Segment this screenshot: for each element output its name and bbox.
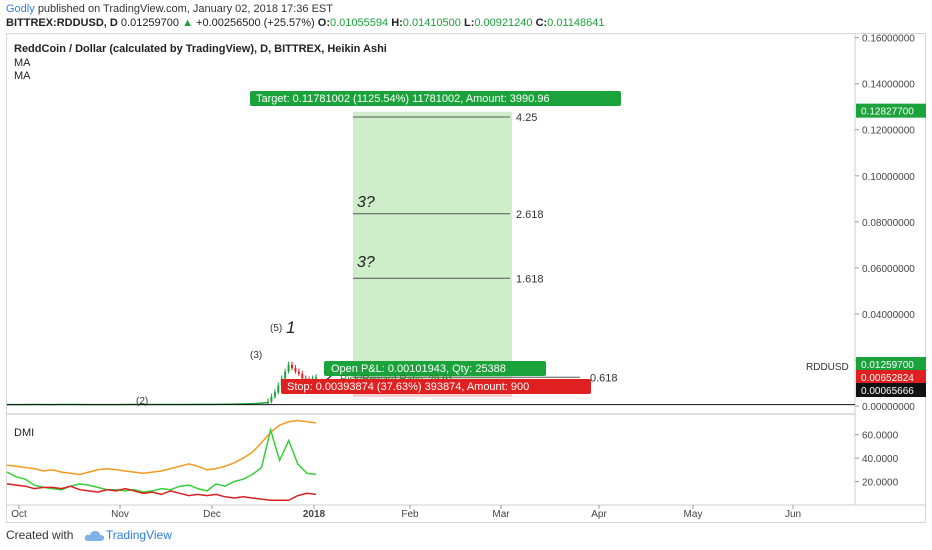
price-label: 0.00065666 [861, 386, 914, 397]
price-tick-label: 0.06000000 [862, 264, 915, 275]
open-pnl-box [324, 361, 546, 376]
chart-frame [6, 33, 926, 523]
price-tick-label: 0.08000000 [862, 218, 915, 229]
open-value: 0.01055594 [330, 17, 389, 29]
high-label: H: [391, 17, 403, 29]
published-text: published on TradingView.com, January 02… [37, 3, 333, 15]
dmi-minus-di-line [6, 483, 317, 502]
change-arrow-icon: ▲ [182, 17, 193, 29]
candle-body [277, 385, 280, 393]
profit-zone [353, 111, 512, 385]
symbol-name: BITTREX:RDDUSD, D [6, 17, 118, 29]
chart-title: ReddCoin / Dollar (calculated by Trading… [14, 43, 387, 55]
symbol-line: BITTREX:RDDUSD, D 0.01259700 ▲ +0.002565… [6, 17, 604, 29]
dmi-tick-label: 60.0000 [862, 431, 899, 442]
candle-body [270, 396, 273, 402]
wave-label: 2 [322, 370, 332, 387]
time-tick-label: Apr [591, 509, 607, 520]
candle-body [291, 364, 293, 369]
dmi-plus-di-line [6, 427, 317, 493]
time-tick-label: 2018 [303, 509, 326, 520]
wave-label: 3? [357, 254, 375, 271]
tradingview-cloud-icon [84, 531, 105, 541]
candle-body [294, 368, 297, 372]
time-tick-label: May [684, 509, 703, 520]
close-value: 0.01148641 [547, 17, 605, 29]
time-tick-label: Mar [492, 509, 510, 520]
indicator-label: MA [14, 70, 31, 82]
dmi-adx-line [6, 419, 317, 476]
publish-info: Godly published on TradingView.com, Janu… [6, 3, 333, 15]
time-tick-label: Feb [401, 509, 419, 520]
fib-level-label: 2.618 [516, 209, 544, 221]
indicator-label: MA [14, 57, 31, 69]
price-label-box [856, 357, 926, 371]
dmi-title: DMI [14, 427, 34, 439]
fib-level-label: 1.618 [516, 273, 544, 285]
tradingview-brand[interactable]: TradingView [105, 528, 172, 542]
close-label: C: [535, 17, 548, 29]
price-tick-label: 0.14000000 [862, 80, 915, 91]
price-label-box [856, 370, 926, 384]
stop-label-box [281, 379, 591, 394]
created-with-text: Created with [6, 528, 74, 542]
footer: Created with TradingView [6, 528, 172, 542]
open-label: O: [317, 17, 330, 29]
price-tick-label: 0.12000000 [862, 126, 915, 137]
candle-body [273, 392, 276, 397]
stop-label: Stop: 0.00393874 (37.63%) 393874, Amount… [287, 381, 529, 393]
price-tick-label: 0.10000000 [862, 172, 915, 183]
price-label: 0.01259700 [861, 360, 914, 371]
wave-label: 1 [286, 318, 295, 337]
low-label: L: [463, 17, 475, 29]
target-label: Target: 0.11781002 (1125.54%) 11781002, … [256, 93, 550, 105]
time-tick-label: Nov [111, 509, 129, 520]
last-price: 0.01259700 [120, 17, 180, 29]
price-label: 0.12827700 [861, 107, 914, 118]
dmi-tick-label: 20.0000 [862, 478, 899, 489]
low-value: 0.00921240 [474, 17, 533, 29]
wave-label: 3? [357, 194, 375, 211]
wave-label: (5) [270, 323, 282, 334]
price-label: 0.00652824 [861, 373, 914, 384]
time-tick-label: Dec [203, 509, 221, 520]
candle-body [315, 377, 317, 379]
target-label-box [250, 91, 621, 106]
wave-label: (3) [250, 350, 262, 361]
wave-label: (2) [136, 396, 148, 407]
candle-body [287, 364, 290, 372]
author-link[interactable]: Godly [6, 3, 35, 15]
open-pnl-label: Open P&L: 0.00101943, Qty: 25388 [331, 363, 506, 375]
time-tick-label: Jun [785, 509, 801, 520]
price-tick-label: 0.16000000 [862, 34, 915, 45]
symbol-label: RDDUSD [806, 362, 849, 373]
candle-body [301, 373, 304, 379]
price-tick-label: 0.04000000 [862, 310, 915, 321]
dmi-tick-label: 40.0000 [862, 454, 899, 465]
price-change: +0.00256500 (+25.57%) [196, 17, 315, 29]
candle-body [284, 371, 287, 379]
fib-level-label: 4.25 [516, 112, 537, 124]
high-value: 0.01410500 [402, 17, 461, 29]
fib-level-label: 0.618 [590, 372, 618, 384]
price-label-box [856, 383, 926, 397]
candle-body [297, 371, 300, 374]
time-tick-label: Oct [11, 509, 27, 520]
price-label-box [856, 103, 926, 118]
candle-body [267, 401, 269, 403]
price-tick-label: 0.00000000 [862, 402, 915, 413]
